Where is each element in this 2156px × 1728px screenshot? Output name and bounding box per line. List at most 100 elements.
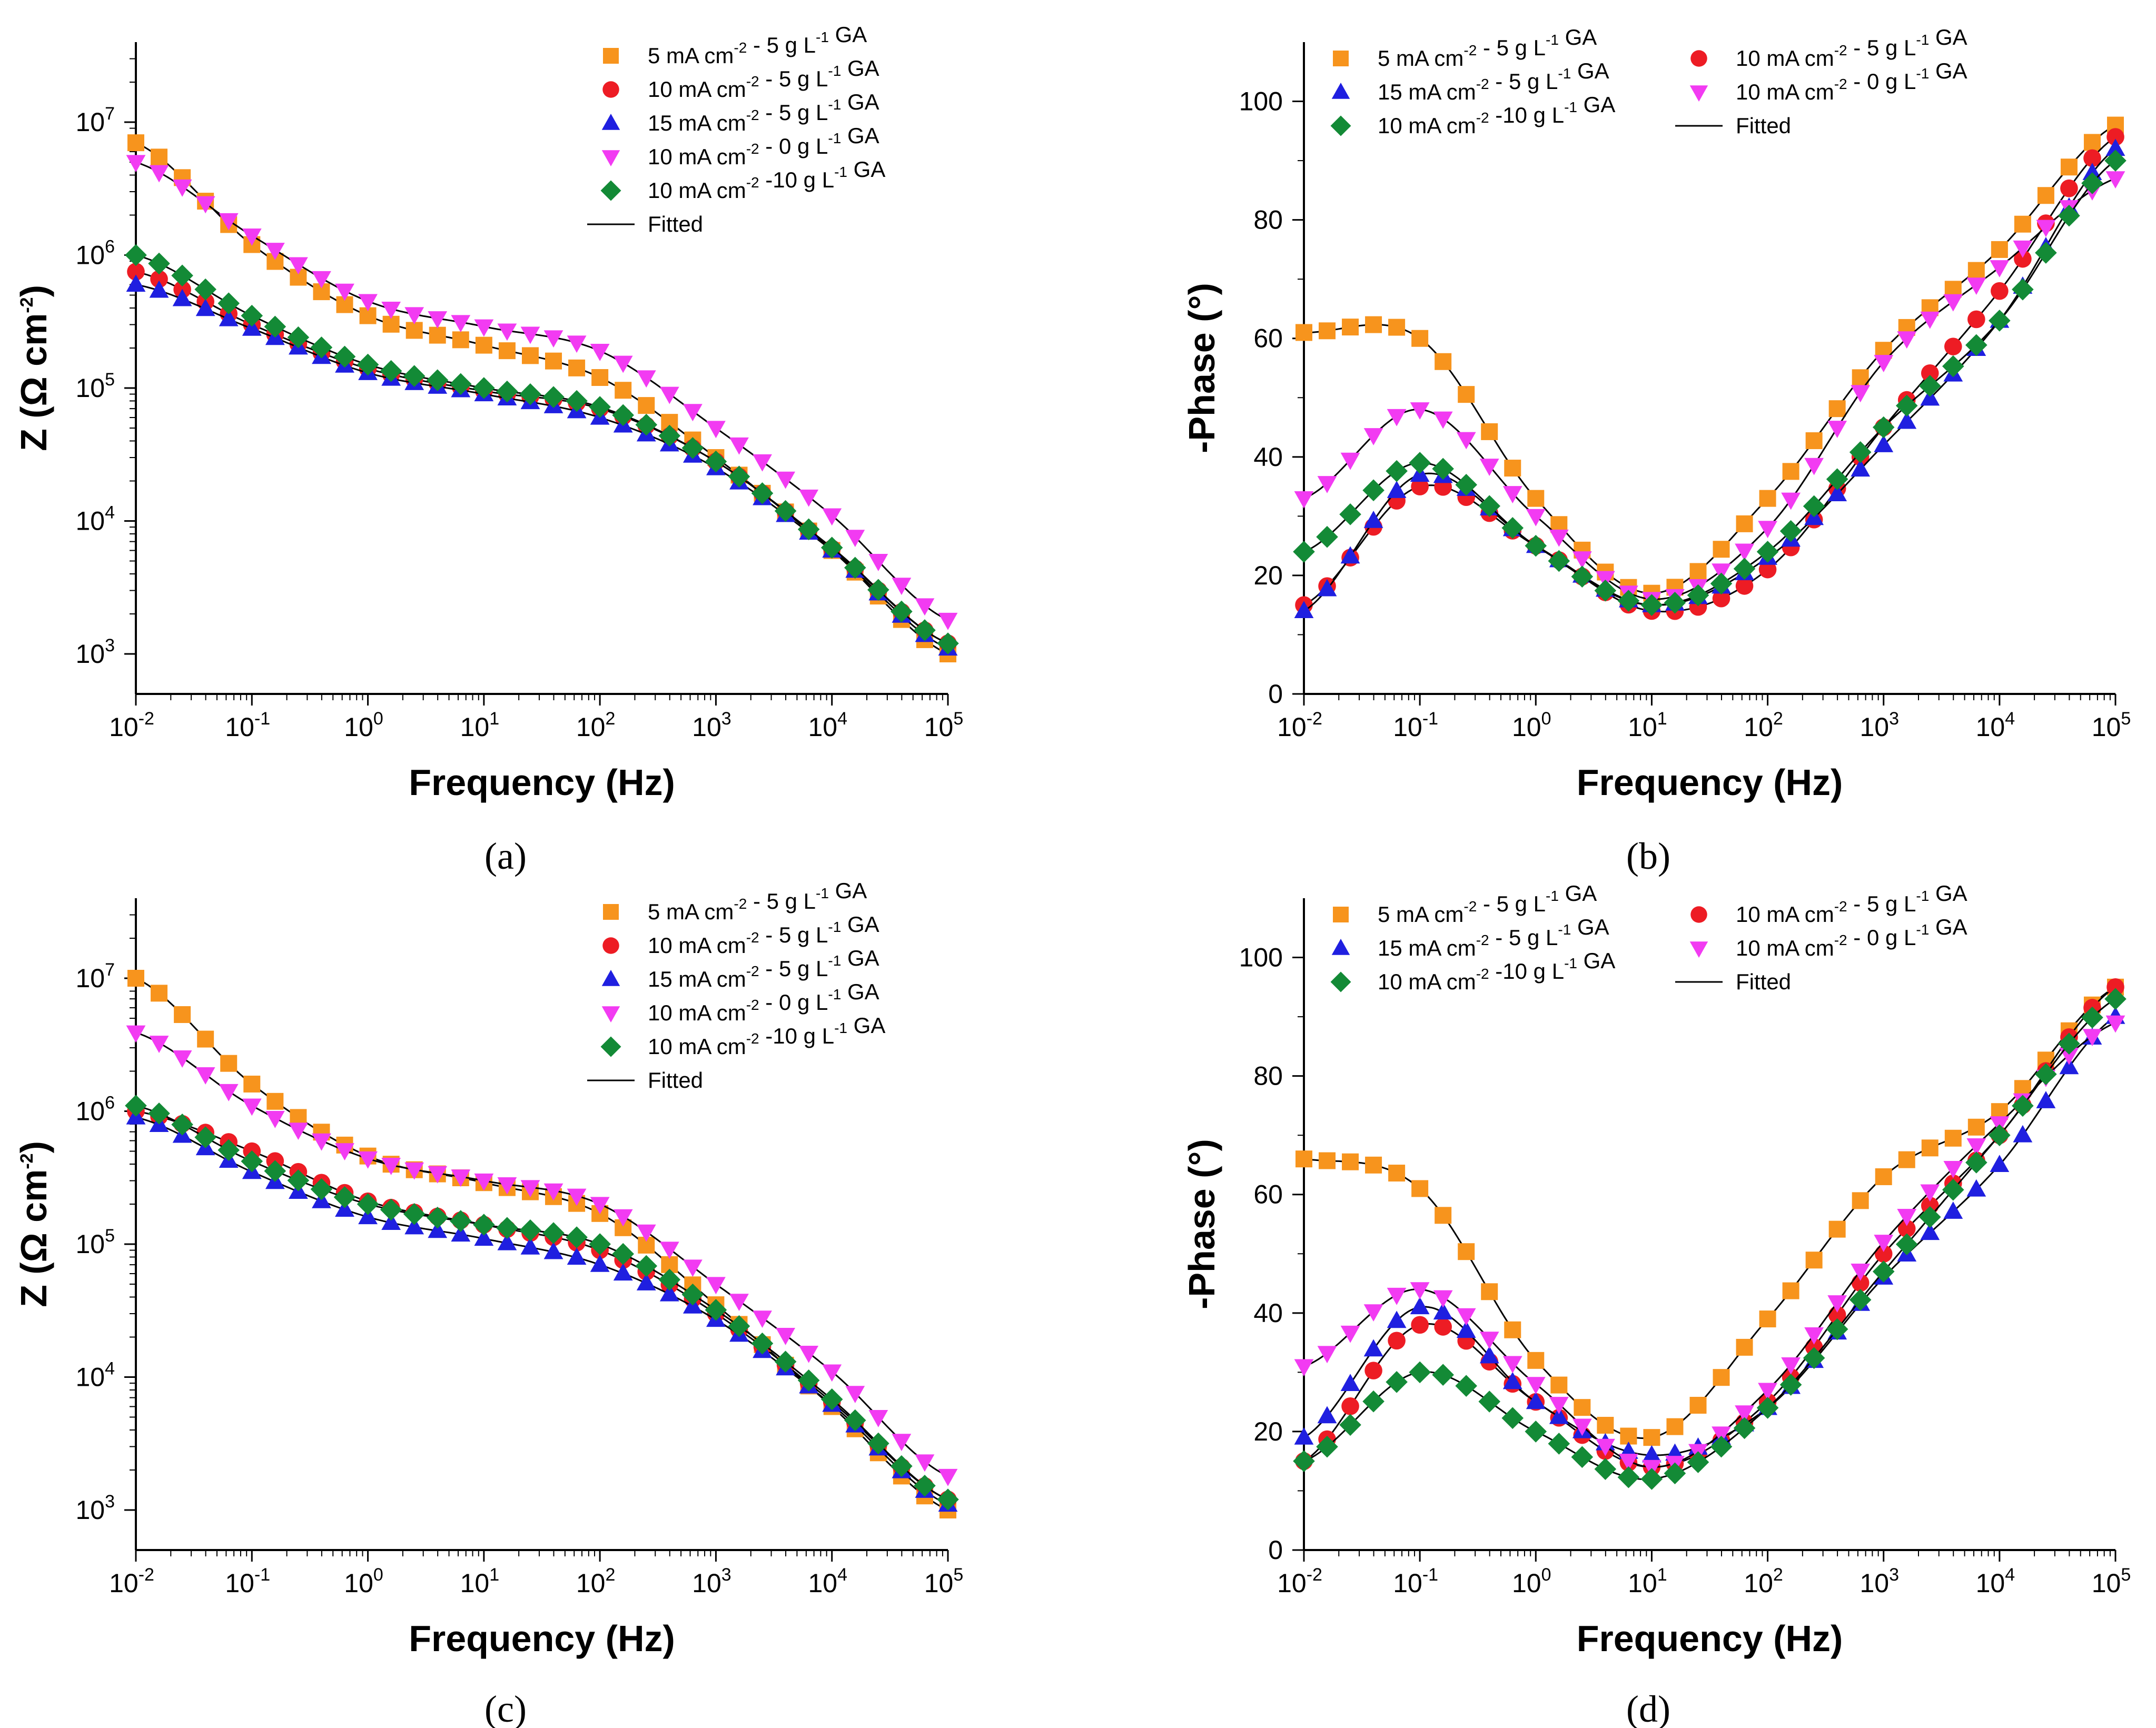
data-point-s10 bbox=[1944, 337, 1962, 355]
data-point-sg10 bbox=[1710, 1435, 1733, 1458]
y-tick-label: 105 bbox=[75, 1226, 115, 1259]
data-point-s0 bbox=[242, 1098, 262, 1116]
data-point-s10 bbox=[1851, 1274, 1870, 1292]
data-point-sg10 bbox=[1571, 565, 1594, 588]
y-tick-label: 60 bbox=[1253, 324, 1283, 353]
data-point-s0 bbox=[845, 1386, 865, 1404]
data-point-s5 bbox=[615, 382, 632, 399]
data-point-sg10 bbox=[1687, 1451, 1709, 1473]
chart-panel-4: 10-2 10-1 100 101 102 103 104 105 0 20 40 60 80 100 Fr… bbox=[1181, 881, 2131, 1728]
data-point-sg10 bbox=[891, 600, 913, 623]
data-point-s15 bbox=[1410, 1297, 1430, 1315]
data-point-s10 bbox=[1967, 310, 1985, 329]
data-point-s0 bbox=[1294, 1359, 1314, 1377]
data-point-sg10 bbox=[566, 1226, 588, 1248]
y-tick-label: 107 bbox=[75, 960, 115, 993]
data-point-s0 bbox=[1363, 428, 1383, 445]
y-axis-title: Z (Ω cm-2) bbox=[13, 285, 54, 451]
x-tick-label: 10-1 bbox=[225, 709, 270, 742]
data-point-s10 bbox=[150, 270, 168, 288]
data-point-sg10 bbox=[357, 1193, 379, 1215]
data-point-s5 bbox=[1875, 1168, 1892, 1185]
data-point-s0 bbox=[915, 598, 935, 616]
legend-label-s0: 10 mA cm-2 - 0 g L-1 GA bbox=[648, 979, 879, 1025]
data-point-s0 bbox=[590, 1197, 610, 1215]
data-point-s15 bbox=[543, 1242, 563, 1259]
data-point-sg10 bbox=[1779, 520, 1802, 542]
legend-marker-s0 bbox=[1689, 85, 1708, 102]
data-point-s0 bbox=[1340, 452, 1360, 470]
x-tick-label: 10-1 bbox=[1393, 1565, 1438, 1598]
data-point-s5 bbox=[1689, 1397, 1707, 1414]
data-point-s10 bbox=[1991, 282, 2009, 300]
x-tick-label: 105 bbox=[924, 1565, 964, 1598]
legend-label-s5: 5 mA cm-2 - 5 g L-1 GA bbox=[648, 22, 867, 68]
legend-label-s15: 15 mA cm-2 - 5 g L-1 GA bbox=[1378, 915, 1609, 960]
data-point-sg10 bbox=[589, 396, 611, 418]
data-point-s0 bbox=[1781, 492, 1801, 510]
legend-marker-sg10 bbox=[1330, 115, 1351, 136]
data-point-sg10 bbox=[1571, 1446, 1594, 1468]
data-point-s0 bbox=[799, 489, 819, 507]
data-point-s5 bbox=[1550, 1376, 1568, 1394]
fitted-line-s10 bbox=[136, 1110, 948, 1501]
y-tick-label: 100 bbox=[1239, 943, 1283, 972]
x-tick-label: 101 bbox=[1628, 1565, 1667, 1598]
data-point-s0 bbox=[2082, 1029, 2102, 1047]
data-point-sg10 bbox=[310, 336, 333, 359]
data-point-s15 bbox=[497, 1233, 517, 1250]
data-point-s5 bbox=[1458, 1243, 1475, 1260]
data-point-s5 bbox=[1365, 1156, 1382, 1174]
data-point-sg10 bbox=[1942, 1178, 1964, 1201]
data-point-s5 bbox=[1967, 1118, 1985, 1136]
data-point-s0 bbox=[1479, 459, 1499, 476]
data-point-s0 bbox=[1874, 355, 1894, 372]
data-point-s5 bbox=[1852, 1192, 1869, 1209]
data-point-s15 bbox=[2036, 1091, 2056, 1108]
data-point-s0 bbox=[219, 1084, 239, 1101]
data-point-s0 bbox=[451, 315, 471, 333]
fitted-line-s5 bbox=[1304, 124, 2115, 594]
data-point-s10 bbox=[1874, 1245, 1893, 1263]
legend-label-s5: 5 mA cm-2 - 5 g L-1 GA bbox=[648, 878, 867, 924]
fitted-line-s15 bbox=[1304, 1016, 2115, 1456]
data-point-s5 bbox=[197, 1030, 214, 1048]
data-point-s0 bbox=[543, 1183, 563, 1201]
x-tick-label: 103 bbox=[1860, 709, 1899, 742]
data-point-s15 bbox=[1294, 1427, 1314, 1445]
data-point-sg10 bbox=[1409, 452, 1431, 474]
data-point-sg10 bbox=[1895, 394, 1918, 417]
data-point-s5 bbox=[1295, 324, 1312, 341]
data-point-sg10 bbox=[2081, 1006, 2103, 1029]
y-tick-label: 104 bbox=[75, 1358, 115, 1392]
data-point-sg10 bbox=[1455, 1375, 1477, 1397]
data-point-s15 bbox=[1317, 579, 1337, 597]
x-tick-label: 105 bbox=[924, 709, 964, 742]
data-point-sg10 bbox=[1733, 558, 1756, 580]
data-point-sg10 bbox=[1803, 495, 1825, 518]
data-point-s15 bbox=[1317, 1406, 1337, 1424]
data-point-s0 bbox=[265, 243, 285, 260]
data-point-sg10 bbox=[519, 383, 541, 405]
data-point-s0 bbox=[636, 370, 656, 388]
data-point-s5 bbox=[1736, 515, 1753, 532]
data-point-sg10 bbox=[658, 424, 681, 447]
legend-label-s0: 10 mA cm-2 - 0 g L-1 GA bbox=[1736, 915, 1967, 960]
data-point-s15 bbox=[381, 1213, 401, 1230]
data-point-sg10 bbox=[310, 1178, 333, 1200]
data-point-s0 bbox=[358, 1151, 378, 1169]
data-point-s0 bbox=[868, 554, 888, 571]
data-point-s15 bbox=[1340, 546, 1360, 564]
data-point-s5 bbox=[1759, 1310, 1776, 1328]
data-point-s0 bbox=[1479, 1332, 1499, 1349]
data-point-s0 bbox=[381, 302, 401, 319]
data-point-s5 bbox=[1666, 1418, 1684, 1435]
x-axis-title: Frequency (Hz) bbox=[1577, 762, 1843, 803]
data-point-sg10 bbox=[2058, 204, 2080, 227]
data-point-sg10 bbox=[751, 482, 774, 504]
data-point-s5 bbox=[1898, 1151, 1915, 1168]
data-point-s5 bbox=[1991, 241, 2008, 258]
data-point-sg10 bbox=[241, 1150, 263, 1173]
data-point-s0 bbox=[659, 1242, 679, 1259]
data-point-s0 bbox=[845, 530, 865, 548]
